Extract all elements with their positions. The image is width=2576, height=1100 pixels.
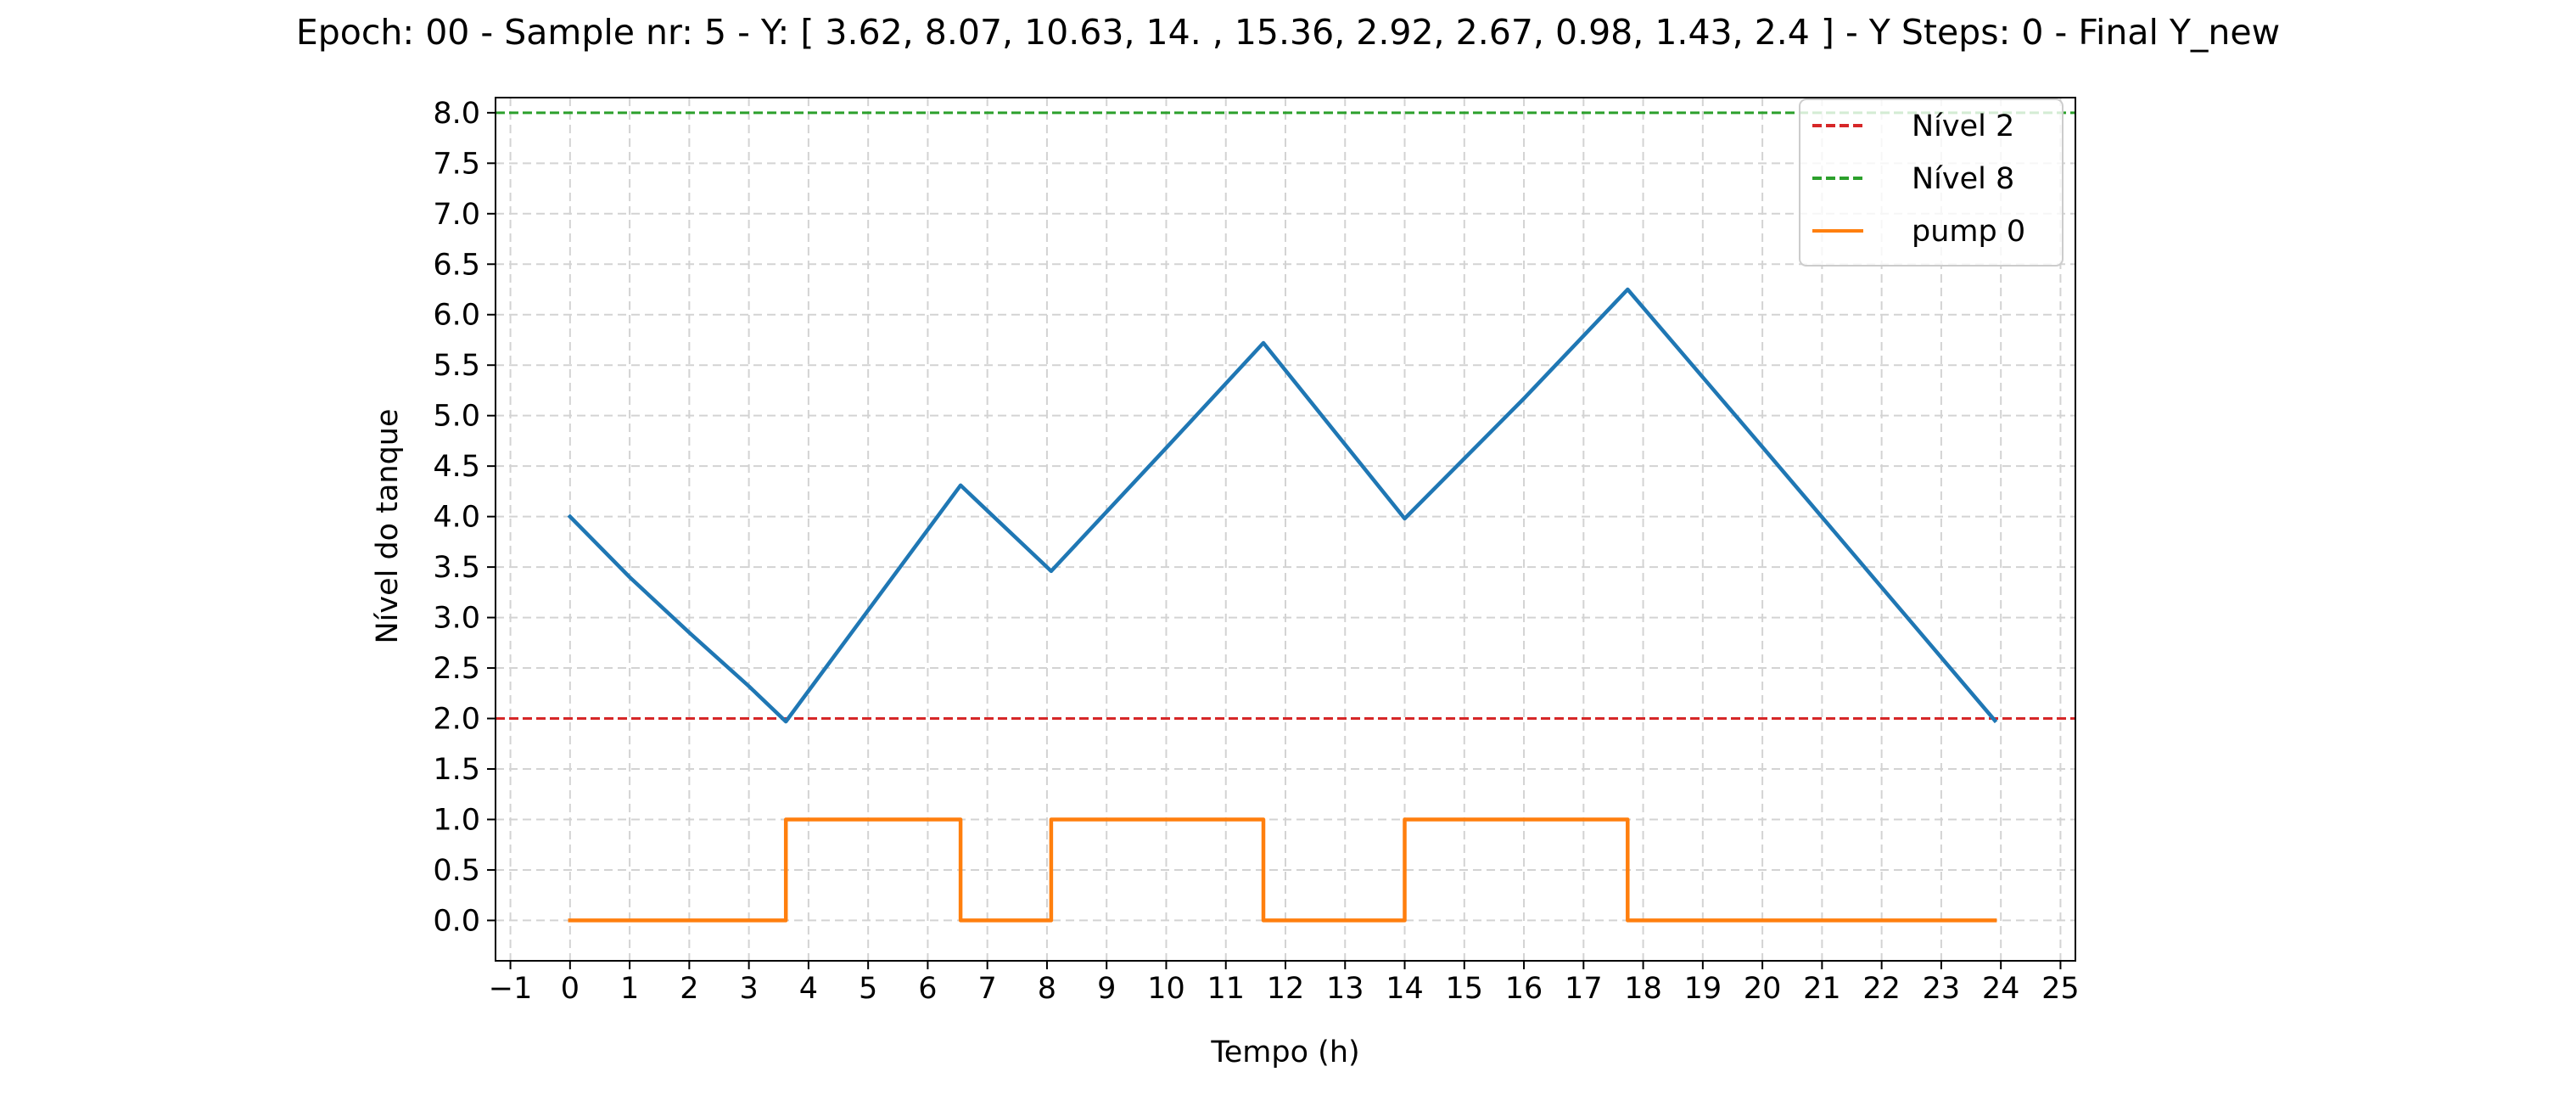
y-tick-label: 1.5 [433,753,480,787]
y-tick-label: 0.0 [433,904,480,938]
y-tick-label: 3.0 [433,602,480,636]
x-tick-label: 22 [1862,972,1901,1006]
x-tick-label: 9 [1097,972,1116,1006]
x-tick-label: 16 [1505,972,1543,1006]
y-tick-label: 6.0 [433,299,480,333]
x-tick-label: 1 [620,972,639,1006]
x-tick-label: 5 [859,972,877,1006]
y-tick-label: 1.0 [433,803,480,837]
x-tick-label: 25 [2041,972,2080,1006]
x-tick-label: 20 [1744,972,1782,1006]
reference-lines [496,111,2075,721]
legend: Nível 2 Nível 8 pump 0 [1799,98,2064,267]
grid [496,98,2075,961]
y-tick-label: 4.0 [433,501,480,535]
x-tick-label: 18 [1624,972,1662,1006]
y-tick-label: 7.0 [433,198,480,232]
x-tick-label: −1 [489,972,533,1006]
x-tick-label: 6 [918,972,937,1006]
legend-box [1799,98,2064,267]
x-tick-label: 3 [739,972,758,1006]
x-tick-label: 12 [1267,972,1305,1006]
y-tick-label: 2.0 [433,703,480,737]
x-tick-label: 14 [1386,972,1424,1006]
series-line-1 [567,287,1998,724]
y-tick-label: 0.5 [433,854,480,888]
y-tick-label: 5.0 [433,400,480,434]
legend-items: Nível 2 Nível 8 pump 0 [1812,109,2025,249]
y-tick-label: 3.5 [433,551,480,585]
y-axis-label: Nível do tanque [371,408,405,643]
y-tick-label: 7.5 [433,147,480,181]
x-axis-label: Tempo (h) [1210,1035,1359,1069]
x-tick-label: 24 [1982,972,2020,1006]
y-axis-ticks: 0.0 0.5 1.0 1.5 2.0 2.5 3.0 3.5 4.0 4.5 5.0 5.5 6.0 6… [433,97,496,938]
x-tick-label: 13 [1326,972,1364,1006]
x-tick-label: 10 [1147,972,1185,1006]
series-pump-0 [568,817,1997,923]
x-tick-label: 7 [978,972,997,1006]
x-tick-label: 21 [1803,972,1841,1006]
y-tick-label: 8.0 [433,97,480,131]
legend-label: pump 0 [1912,215,2025,249]
x-tick-label: 8 [1038,972,1056,1006]
x-axis-ticks: −1 0 1 2 3 4 5 6 7 8 9 10 11 12 13 14 15 16 17 18 19 20 21 22 23… [489,961,2080,1006]
x-tick-label: 4 [799,972,818,1006]
y-tick-label: 5.5 [433,349,480,383]
x-tick-label: 17 [1565,972,1603,1006]
y-tick-label: 4.5 [433,450,480,484]
series-lines [567,287,1998,923]
y-tick-label: 6.5 [433,248,480,282]
x-tick-label: 15 [1446,972,1484,1006]
chart-title: Epoch: 00 - Sample nr: 5 - Y: [ 3.62, 8.… [296,12,2280,53]
x-tick-label: 0 [561,972,580,1006]
x-tick-label: 11 [1207,972,1245,1006]
legend-label: Nível 8 [1912,162,2014,196]
x-tick-label: 2 [680,972,698,1006]
x-tick-label: 23 [1923,972,1961,1006]
y-tick-label: 2.5 [433,652,480,686]
x-tick-label: 19 [1684,972,1722,1006]
legend-label: Nível 2 [1912,109,2014,143]
